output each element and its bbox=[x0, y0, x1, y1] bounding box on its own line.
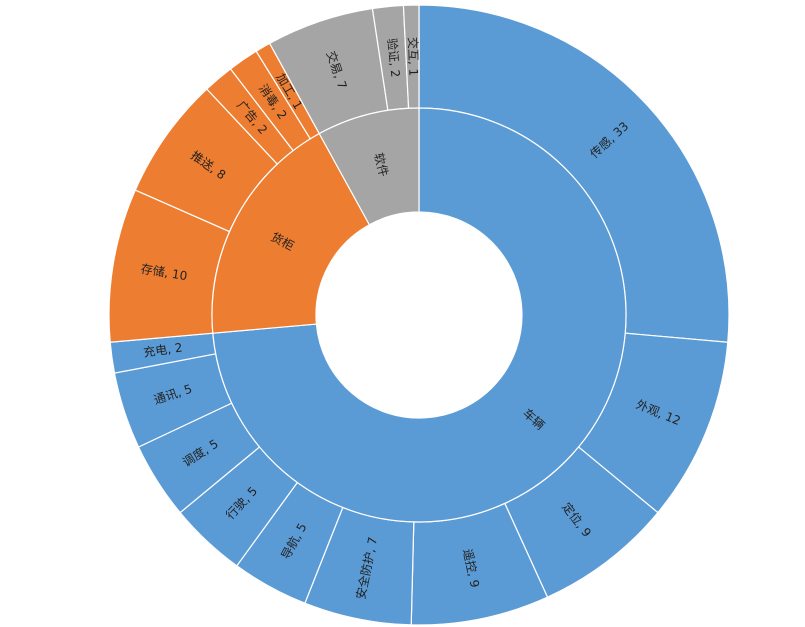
segment-label: 充电, 2 bbox=[142, 339, 183, 359]
segment-label: 验证, 2 bbox=[385, 37, 404, 78]
inner-segment bbox=[212, 107, 627, 523]
segment-label: 交互, 1 bbox=[406, 37, 422, 77]
inner-segment bbox=[211, 132, 371, 334]
segment-label: 软件 bbox=[371, 151, 391, 178]
inner-segment bbox=[318, 107, 420, 226]
